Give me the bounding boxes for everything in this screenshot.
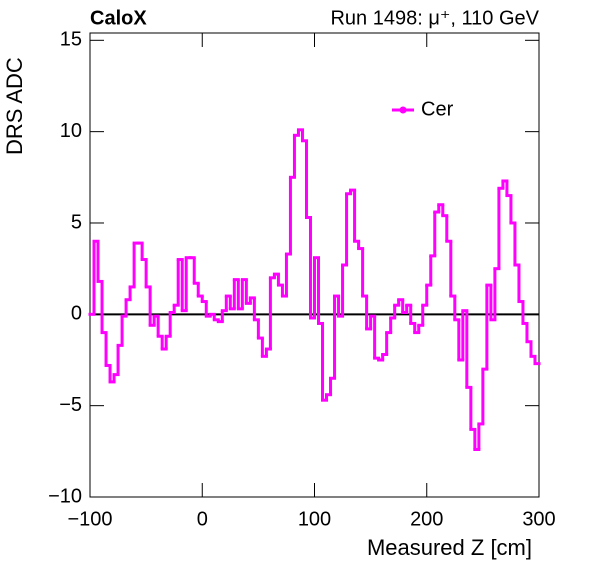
- legend-marker: [399, 106, 407, 114]
- chart-title: CaloX: [90, 7, 147, 29]
- x-tick-label: 300: [522, 508, 555, 530]
- y-tick-label: 0: [71, 303, 82, 325]
- y-tick-label: 10: [60, 120, 82, 142]
- x-tick-label: 200: [410, 508, 443, 530]
- y-tick-label: −10: [48, 485, 82, 507]
- x-tick-label: 100: [298, 508, 331, 530]
- y-axis-label: DRS ADC: [2, 57, 27, 155]
- y-tick-label: −5: [59, 394, 82, 416]
- x-tick-label: 0: [197, 508, 208, 530]
- chart-subtitle: Run 1498: μ⁺, 110 GeV: [330, 7, 539, 29]
- legend-label: Cer: [421, 98, 454, 120]
- y-tick-label: 15: [60, 29, 82, 51]
- x-tick-label: −100: [67, 508, 112, 530]
- y-tick-label: 5: [71, 211, 82, 233]
- x-axis-label: Measured Z [cm]: [367, 535, 532, 560]
